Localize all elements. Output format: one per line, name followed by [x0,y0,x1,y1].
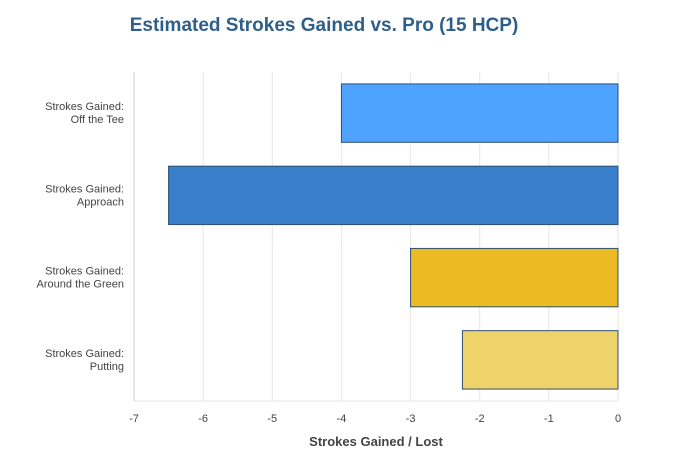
x-tick-label: -5 [267,413,277,425]
bar [340,83,619,143]
category-label: Strokes Gained: Off the Tee [45,101,124,126]
category-label: Strokes Gained: Approach [45,183,124,208]
category-label: Strokes Gained: Putting [45,348,124,373]
x-tick-label: -4 [337,413,347,425]
x-tick-label: -2 [475,413,485,425]
x-tick-label: -1 [544,413,554,425]
x-tick-label: -3 [406,413,416,425]
x-tick-label: 0 [615,413,621,425]
x-axis-label: Strokes Gained / Lost [309,434,443,449]
bar [461,330,619,390]
x-tick-label: -7 [129,413,139,425]
x-tick-label: -6 [198,413,208,425]
category-label: Strokes Gained: Around the Green [37,266,124,291]
bar [410,247,619,308]
chart-title: Estimated Strokes Gained vs. Pro (15 HCP… [130,15,519,36]
bar [168,165,619,226]
